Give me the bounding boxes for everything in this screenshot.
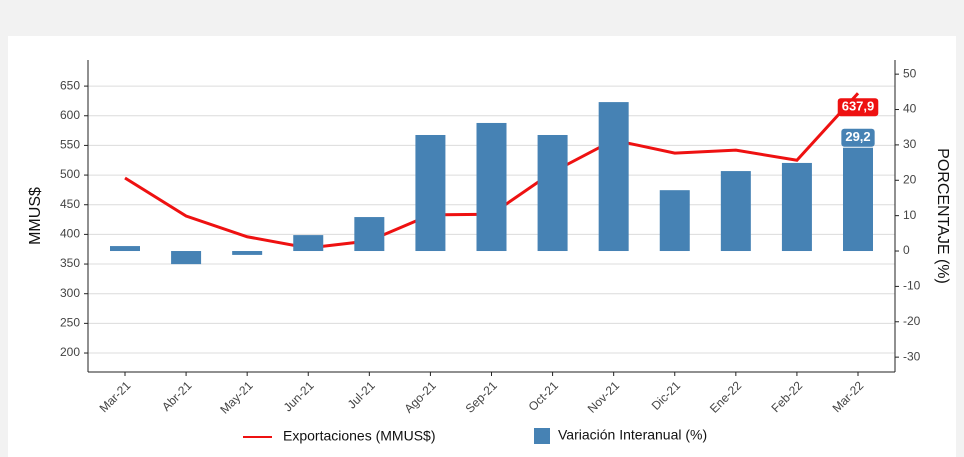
bar <box>232 251 263 255</box>
y2-tick-label: -30 <box>903 349 921 363</box>
y-tick-label: 300 <box>60 286 80 300</box>
bar <box>720 171 751 252</box>
value-label: 29,2 <box>845 129 870 144</box>
y2-axis-label: PORCENTAJE (%) <box>934 148 951 284</box>
y2-tick-label: 10 <box>903 208 917 222</box>
bar <box>354 217 385 252</box>
y-tick-label: 650 <box>60 78 80 92</box>
bar <box>598 102 629 252</box>
legend-label: Variación Interanual (%) <box>558 427 707 443</box>
value-label-box <box>837 98 879 117</box>
y2-tick-label: -20 <box>903 314 921 328</box>
y-tick-label: 400 <box>60 227 80 241</box>
y-tick-label: 550 <box>60 138 80 152</box>
y-tick-label: 200 <box>60 345 80 359</box>
y-tick-label: 450 <box>60 197 80 211</box>
y-tick-label: 250 <box>60 316 80 330</box>
y-tick-label: 600 <box>60 108 80 122</box>
value-label: 637,9 <box>842 99 875 114</box>
bar <box>781 162 812 252</box>
bar <box>415 134 446 252</box>
bar <box>293 235 324 252</box>
y-tick-label: 350 <box>60 256 80 270</box>
y2-tick-label: 0 <box>903 243 910 257</box>
value-label-box <box>841 128 875 147</box>
y2-tick-label: 20 <box>903 172 917 186</box>
y2-tick-label: 40 <box>903 102 917 116</box>
bar <box>537 134 568 252</box>
bar <box>659 190 690 252</box>
y-axis-label: MMUS$ <box>27 187 44 245</box>
y-tick-label: 500 <box>60 167 80 181</box>
legend-label: Exportaciones (MMUS$) <box>283 428 436 444</box>
y2-tick-label: -10 <box>903 279 921 293</box>
bar <box>110 246 140 252</box>
y2-tick-label: 30 <box>903 137 917 151</box>
legend-swatch <box>534 428 550 444</box>
bar <box>171 251 202 265</box>
bar <box>476 122 507 252</box>
bar <box>843 147 873 252</box>
y2-tick-label: 50 <box>903 66 917 80</box>
